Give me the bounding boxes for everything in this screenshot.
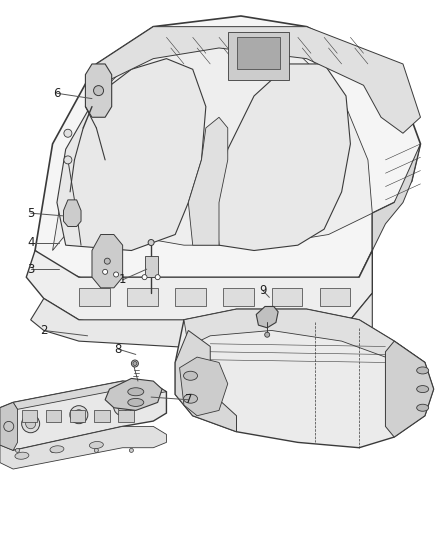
- Bar: [22, 410, 37, 422]
- Circle shape: [74, 410, 84, 419]
- Ellipse shape: [417, 385, 429, 393]
- Circle shape: [104, 258, 110, 264]
- Polygon shape: [64, 200, 81, 227]
- Circle shape: [26, 419, 35, 429]
- Bar: [127, 288, 158, 306]
- Text: 4: 4: [27, 236, 35, 249]
- Circle shape: [15, 448, 20, 453]
- Polygon shape: [13, 381, 166, 409]
- Ellipse shape: [417, 404, 429, 411]
- Circle shape: [70, 406, 88, 424]
- Polygon shape: [26, 251, 372, 336]
- Circle shape: [265, 332, 270, 337]
- Polygon shape: [85, 64, 112, 117]
- Ellipse shape: [184, 394, 198, 403]
- Bar: [70, 410, 85, 422]
- Polygon shape: [385, 341, 434, 437]
- Ellipse shape: [15, 452, 29, 459]
- Bar: [320, 288, 350, 306]
- Bar: [237, 37, 280, 69]
- Polygon shape: [0, 426, 166, 469]
- Polygon shape: [188, 117, 228, 245]
- Circle shape: [113, 398, 132, 416]
- Circle shape: [133, 361, 137, 366]
- Ellipse shape: [128, 398, 144, 407]
- Polygon shape: [96, 27, 420, 133]
- Circle shape: [4, 422, 14, 431]
- Text: 6: 6: [53, 87, 61, 100]
- Bar: [94, 410, 110, 422]
- Circle shape: [113, 272, 119, 277]
- Ellipse shape: [50, 446, 64, 453]
- Bar: [223, 288, 254, 306]
- Bar: [46, 410, 61, 422]
- Text: 8: 8: [115, 343, 122, 356]
- Circle shape: [148, 239, 154, 246]
- Circle shape: [129, 448, 134, 453]
- Ellipse shape: [128, 387, 144, 396]
- Text: 5: 5: [27, 207, 34, 220]
- Polygon shape: [180, 357, 228, 416]
- Bar: [79, 288, 110, 306]
- Polygon shape: [175, 330, 237, 432]
- Circle shape: [21, 415, 40, 433]
- Polygon shape: [105, 378, 162, 410]
- Text: 2: 2: [40, 324, 48, 337]
- Polygon shape: [92, 235, 123, 288]
- Polygon shape: [31, 293, 372, 352]
- Circle shape: [64, 156, 72, 164]
- Polygon shape: [372, 144, 420, 251]
- Bar: [272, 288, 302, 306]
- Circle shape: [118, 402, 127, 411]
- Text: 1: 1: [119, 273, 127, 286]
- Bar: [228, 32, 289, 80]
- Ellipse shape: [417, 367, 429, 374]
- Bar: [118, 410, 134, 422]
- Ellipse shape: [184, 372, 198, 380]
- Polygon shape: [53, 43, 372, 251]
- Bar: [175, 288, 206, 306]
- Ellipse shape: [89, 441, 103, 449]
- Text: 7: 7: [184, 393, 192, 406]
- Circle shape: [50, 448, 55, 453]
- Polygon shape: [184, 309, 425, 373]
- Circle shape: [94, 86, 103, 95]
- Text: 3: 3: [27, 263, 34, 276]
- Circle shape: [131, 360, 138, 367]
- Text: 9: 9: [259, 284, 267, 297]
- Polygon shape: [35, 16, 420, 304]
- Circle shape: [94, 448, 99, 453]
- Polygon shape: [0, 381, 166, 450]
- Polygon shape: [215, 64, 350, 251]
- Bar: [145, 256, 158, 277]
- Polygon shape: [175, 309, 434, 448]
- Polygon shape: [57, 59, 206, 251]
- Polygon shape: [256, 306, 278, 328]
- Circle shape: [142, 274, 147, 280]
- Circle shape: [155, 274, 160, 280]
- Circle shape: [102, 269, 108, 274]
- Circle shape: [64, 129, 72, 138]
- Polygon shape: [0, 402, 18, 450]
